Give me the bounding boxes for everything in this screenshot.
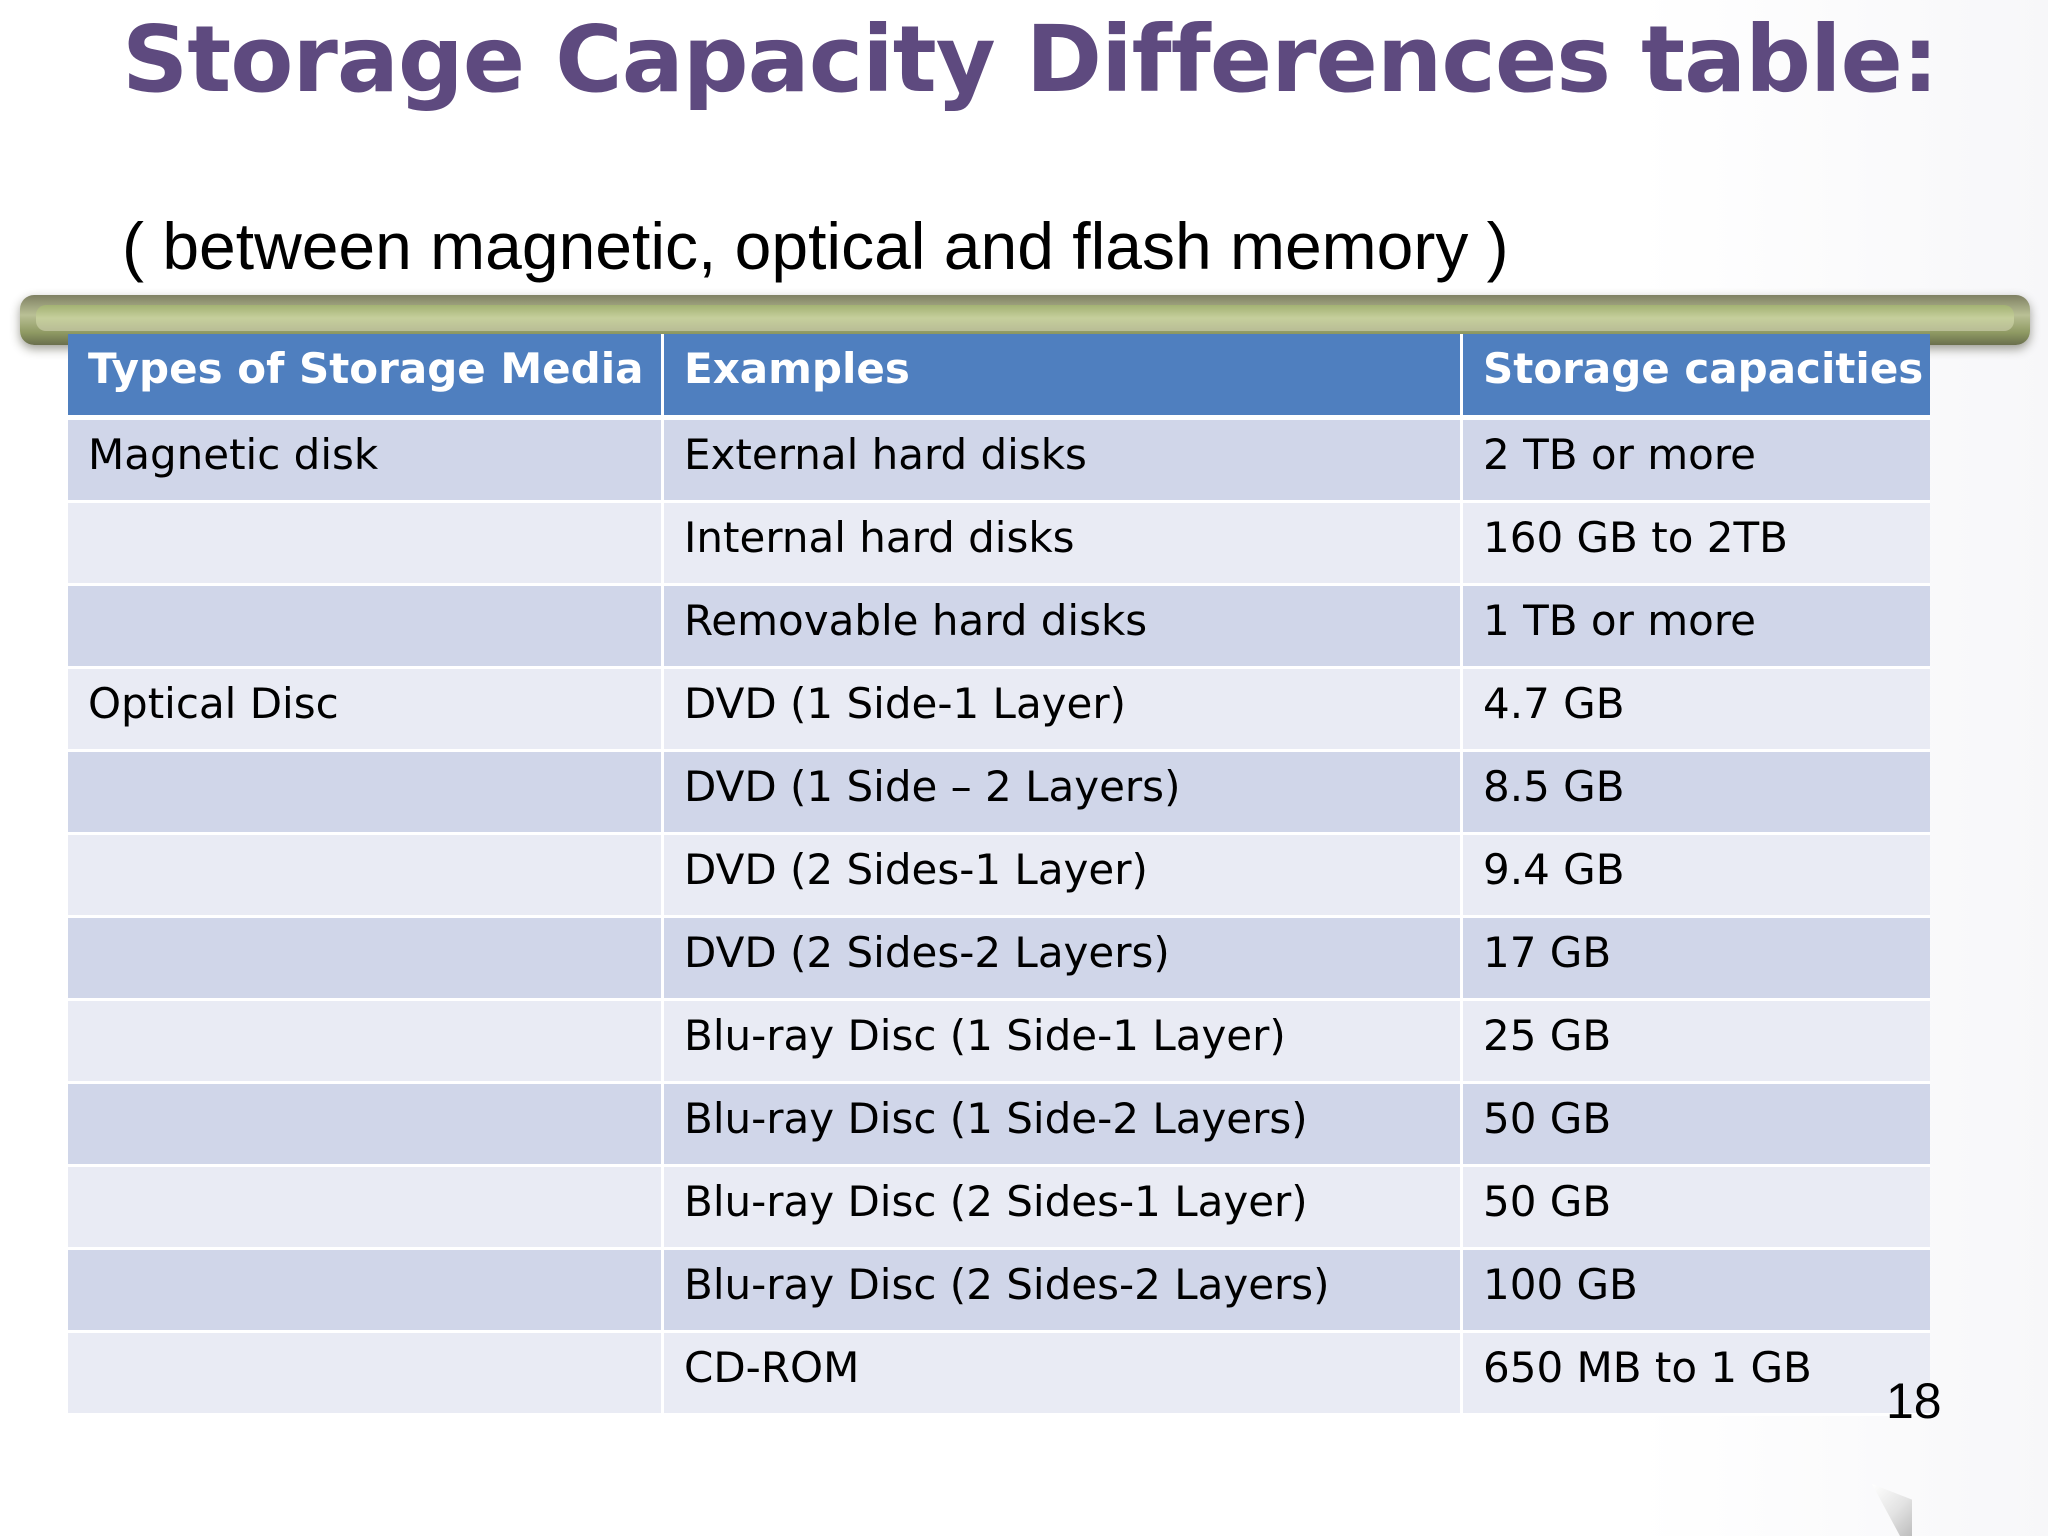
slide-subtitle: ( between magnetic, optical and flash me… xyxy=(122,209,1509,283)
cell-capacity: 1 TB or more xyxy=(1463,586,1930,669)
table-row: DVD (2 Sides-2 Layers) 17 GB xyxy=(68,918,1930,1001)
slide-title: Storage Capacity Differences table: xyxy=(122,6,1939,113)
header-types-of-storage-media: Types of Storage Media xyxy=(68,334,664,420)
cell-capacity: 25 GB xyxy=(1463,1001,1930,1084)
cell-type: Optical Disc xyxy=(68,669,664,752)
cell-capacity: 8.5 GB xyxy=(1463,752,1930,835)
cell-example: Blu-ray Disc (2 Sides-2 Layers) xyxy=(664,1250,1463,1333)
table-row: Magnetic disk External hard disks 2 TB o… xyxy=(68,420,1930,503)
cell-example: DVD (1 Side-1 Layer) xyxy=(664,669,1463,752)
cell-example: Blu-ray Disc (1 Side-2 Layers) xyxy=(664,1084,1463,1167)
cell-example: DVD (2 Sides-2 Layers) xyxy=(664,918,1463,1001)
table-row: DVD (2 Sides-1 Layer) 9.4 GB xyxy=(68,835,1930,918)
table-header-row: Types of Storage Media Examples Storage … xyxy=(68,334,1930,420)
cell-capacity: 4.7 GB xyxy=(1463,669,1930,752)
table-row: Blu-ray Disc (1 Side-1 Layer) 25 GB xyxy=(68,1001,1930,1084)
cell-type: Magnetic disk xyxy=(68,420,664,503)
cell-type xyxy=(68,1084,664,1167)
header-storage-capacities: Storage capacities xyxy=(1463,334,1930,420)
cell-capacity: 9.4 GB xyxy=(1463,835,1930,918)
cell-capacity: 2 TB or more xyxy=(1463,420,1930,503)
cell-example: Internal hard disks xyxy=(664,503,1463,586)
table-header: Types of Storage Media Examples Storage … xyxy=(68,334,1930,420)
cell-type xyxy=(68,752,664,835)
cell-example: External hard disks xyxy=(664,420,1463,503)
cell-capacity: 50 GB xyxy=(1463,1167,1930,1250)
cell-example: Blu-ray Disc (1 Side-1 Layer) xyxy=(664,1001,1463,1084)
cell-example: DVD (1 Side – 2 Layers) xyxy=(664,752,1463,835)
table-row: CD-ROM 650 MB to 1 GB xyxy=(68,1333,1930,1416)
page-number: 18 xyxy=(1886,1373,1942,1429)
table-row: Blu-ray Disc (2 Sides-1 Layer) 50 GB xyxy=(68,1167,1930,1250)
cell-example: DVD (2 Sides-1 Layer) xyxy=(664,835,1463,918)
cell-example: Removable hard disks xyxy=(664,586,1463,669)
cell-capacity: 50 GB xyxy=(1463,1084,1930,1167)
cell-capacity: 650 MB to 1 GB xyxy=(1463,1333,1930,1416)
cell-type xyxy=(68,918,664,1001)
cell-type xyxy=(68,1167,664,1250)
cell-type xyxy=(68,1001,664,1084)
cell-type xyxy=(68,1333,664,1416)
table-row: DVD (1 Side – 2 Layers) 8.5 GB xyxy=(68,752,1930,835)
table-row: Blu-ray Disc (1 Side-2 Layers) 50 GB xyxy=(68,1084,1930,1167)
cell-type xyxy=(68,1250,664,1333)
table-row: Internal hard disks 160 GB to 2TB xyxy=(68,503,1930,586)
cell-capacity: 160 GB to 2TB xyxy=(1463,503,1930,586)
cell-capacity: 100 GB xyxy=(1463,1250,1930,1333)
table-body: Magnetic disk External hard disks 2 TB o… xyxy=(68,420,1930,1416)
page-curl-decoration xyxy=(1872,1484,1912,1536)
cell-capacity: 17 GB xyxy=(1463,918,1930,1001)
table-row: Optical Disc DVD (1 Side-1 Layer) 4.7 GB xyxy=(68,669,1930,752)
cell-example: Blu-ray Disc (2 Sides-1 Layer) xyxy=(664,1167,1463,1250)
cell-type xyxy=(68,503,664,586)
cell-example: CD-ROM xyxy=(664,1333,1463,1416)
divider-bar-highlight xyxy=(36,305,2014,331)
table-row: Removable hard disks 1 TB or more xyxy=(68,586,1930,669)
cell-type xyxy=(68,835,664,918)
table-row: Blu-ray Disc (2 Sides-2 Layers) 100 GB xyxy=(68,1250,1930,1333)
cell-type xyxy=(68,586,664,669)
header-examples: Examples xyxy=(664,334,1463,420)
storage-capacity-table: Types of Storage Media Examples Storage … xyxy=(68,334,1930,1416)
